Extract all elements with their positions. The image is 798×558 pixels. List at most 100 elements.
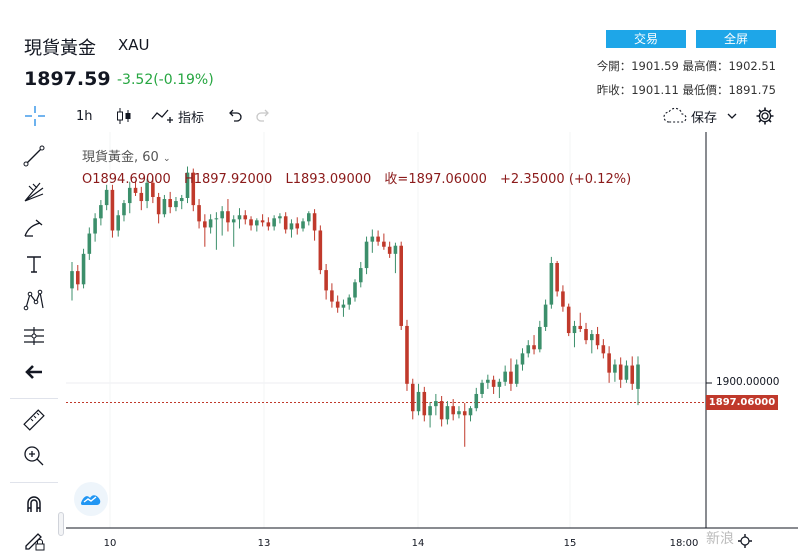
candle-body xyxy=(203,221,207,228)
candle xyxy=(555,260,559,297)
candle-body xyxy=(428,406,432,416)
candle xyxy=(237,208,242,229)
candle-body xyxy=(127,187,132,204)
magnet-icon[interactable] xyxy=(20,490,48,518)
candle-body xyxy=(168,199,172,208)
candle-body xyxy=(301,221,305,229)
x-tick-label: 13 xyxy=(258,538,271,549)
chart-grid xyxy=(66,132,706,528)
crosshair-icon[interactable] xyxy=(22,104,48,128)
candle-body xyxy=(514,364,519,384)
lock-drawing-icon[interactable] xyxy=(20,526,48,554)
candle xyxy=(226,199,230,232)
candle xyxy=(151,176,155,204)
candle-body xyxy=(99,205,103,219)
sidebar-collapse-handle[interactable] xyxy=(58,512,64,536)
zoom-in-icon[interactable] xyxy=(20,442,48,470)
candle xyxy=(618,357,623,388)
candle xyxy=(549,256,554,309)
ohlc-legend: O1894.69000 H1897.92000 L1893.09000 收=18… xyxy=(82,168,640,187)
candle xyxy=(272,215,276,231)
toolbar-divider xyxy=(10,398,58,399)
indicators-button[interactable]: 指标 xyxy=(150,104,204,128)
candle-body xyxy=(249,219,253,226)
fullscreen-button[interactable]: 全屏 xyxy=(696,30,776,48)
candle-body xyxy=(347,297,352,305)
candle xyxy=(434,393,438,416)
candle-body xyxy=(330,290,334,302)
fib-fan-icon[interactable] xyxy=(20,178,48,206)
legend-open: O1894.69000 xyxy=(82,172,171,187)
candle-body xyxy=(613,364,617,373)
candle xyxy=(520,348,525,371)
candle-body xyxy=(260,220,265,223)
candle xyxy=(491,375,496,394)
candle-body xyxy=(566,306,571,334)
candle xyxy=(399,241,403,330)
ruler-icon[interactable] xyxy=(20,406,48,434)
candle-body xyxy=(410,383,415,412)
candle xyxy=(174,196,178,212)
candle xyxy=(636,356,640,406)
candle xyxy=(497,378,502,399)
undo-icon[interactable] xyxy=(226,104,244,128)
trade-button[interactable]: 交易 xyxy=(606,30,686,48)
candle-body xyxy=(595,334,600,346)
candle xyxy=(445,401,450,425)
candle xyxy=(122,200,126,222)
candle xyxy=(312,209,317,241)
save-button[interactable]: 保存 xyxy=(662,104,739,128)
candle xyxy=(220,206,224,236)
candle xyxy=(203,214,207,247)
x-tick-label: 15 xyxy=(564,538,577,549)
candle-body xyxy=(584,328,588,341)
candle xyxy=(416,383,421,416)
candle xyxy=(422,386,427,422)
candlestick-type-icon[interactable] xyxy=(114,104,134,128)
candle-body xyxy=(636,364,640,389)
candle xyxy=(468,406,473,422)
instrument-title: 現貨黃金 xyxy=(24,38,96,59)
candle-body xyxy=(110,189,115,231)
candle xyxy=(93,213,97,242)
candle-body xyxy=(532,345,536,350)
candle-body xyxy=(503,371,507,382)
settings-gear-icon[interactable] xyxy=(754,104,776,128)
candle-body xyxy=(185,172,190,198)
candle xyxy=(503,365,507,386)
pattern-tool-icon[interactable] xyxy=(20,286,48,314)
redo-icon[interactable] xyxy=(254,104,272,128)
text-tool-icon[interactable] xyxy=(20,250,48,278)
candle xyxy=(613,359,617,382)
candle xyxy=(191,168,196,212)
candle-body xyxy=(434,401,438,407)
prediction-tool-icon[interactable] xyxy=(20,322,48,350)
interval-selector[interactable]: 1h xyxy=(76,108,93,124)
tradingview-logo-icon[interactable] xyxy=(74,482,108,516)
candle xyxy=(457,406,461,419)
candle-body xyxy=(162,199,167,215)
price-change: -3.52(-0.19%) xyxy=(117,72,214,88)
candle-body xyxy=(578,325,583,329)
candle-body xyxy=(104,189,109,206)
candle xyxy=(486,374,490,389)
candle-body xyxy=(255,220,259,226)
candle-body xyxy=(555,262,559,292)
candle xyxy=(260,214,265,227)
candle xyxy=(283,212,288,234)
x-tick-label: 18:00 xyxy=(670,538,699,549)
candle-body xyxy=(283,216,288,230)
candle xyxy=(301,218,305,232)
candle-body xyxy=(393,245,398,254)
legend-title[interactable]: 現貨黃金, 60 ⌄ xyxy=(82,146,171,165)
arrow-left-icon[interactable] xyxy=(20,358,48,386)
trend-line-icon[interactable] xyxy=(20,142,48,170)
candle xyxy=(335,295,340,313)
chart-settings-gear-icon[interactable] xyxy=(738,534,752,548)
brush-icon[interactable] xyxy=(20,214,48,242)
candle xyxy=(364,236,369,275)
candle-body xyxy=(538,326,542,350)
candle xyxy=(584,322,588,345)
candle xyxy=(75,265,80,291)
